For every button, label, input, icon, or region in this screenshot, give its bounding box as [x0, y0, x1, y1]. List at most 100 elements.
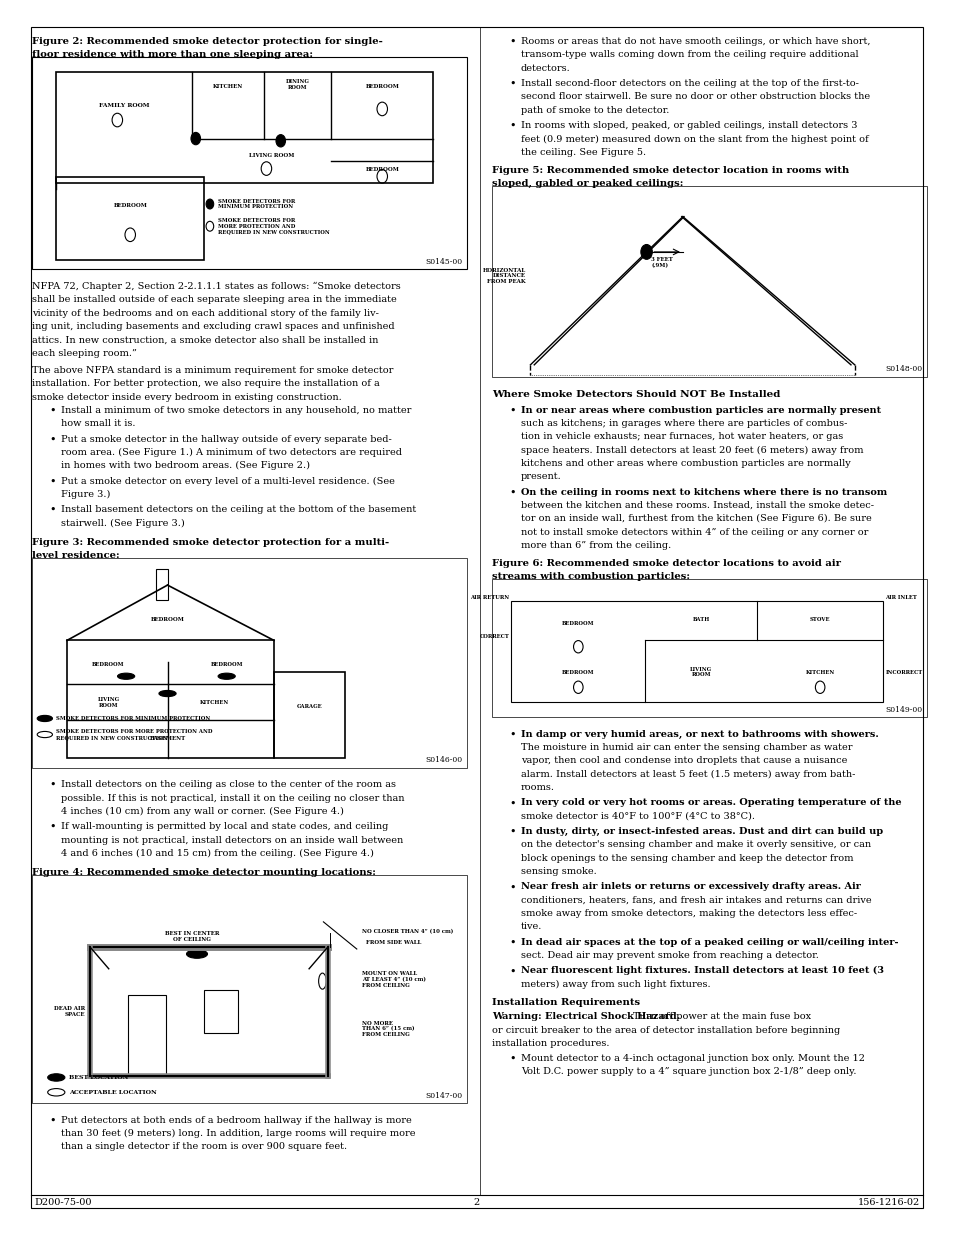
Text: •: •	[509, 405, 516, 415]
Text: FAMILY ROOM: FAMILY ROOM	[99, 103, 150, 107]
Text: the ceiling. See Figure 5.: the ceiling. See Figure 5.	[520, 148, 645, 157]
Text: S0147-00: S0147-00	[425, 1092, 462, 1099]
Bar	[32, 558, 467, 768]
Bar	[128, 994, 166, 1074]
Text: smoke detector is 40°F to 100°F (4°C to 38°C).: smoke detector is 40°F to 100°F (4°C to …	[520, 811, 754, 820]
Text: On the ceiling in rooms next to kitchens where there is no transom: On the ceiling in rooms next to kitchens…	[520, 488, 886, 496]
Text: DEAD AIR
SPACE: DEAD AIR SPACE	[53, 1007, 85, 1016]
Text: Rooms or areas that do not have smooth ceilings, or which have short,: Rooms or areas that do not have smooth c…	[520, 37, 869, 46]
Text: •: •	[509, 798, 516, 808]
Text: Install detectors on the ceiling as close to the center of the room as: Install detectors on the ceiling as clos…	[61, 781, 395, 789]
Text: level residence:: level residence:	[32, 551, 120, 561]
Bar	[156, 569, 168, 600]
Text: Install second-floor detectors on the ceiling at the top of the first-to-: Install second-floor detectors on the ce…	[520, 79, 858, 88]
Text: BEDROOM: BEDROOM	[561, 669, 594, 674]
Text: conditioners, heaters, fans, and fresh air intakes and returns can drive: conditioners, heaters, fans, and fresh a…	[520, 895, 871, 905]
Text: BEDROOM: BEDROOM	[151, 618, 184, 622]
Text: AIR INLET: AIR INLET	[884, 595, 916, 600]
Text: tive.: tive.	[520, 923, 541, 931]
Circle shape	[191, 132, 200, 144]
Text: In dusty, dirty, or insect-infested areas. Dust and dirt can build up: In dusty, dirty, or insect-infested area…	[520, 827, 882, 836]
Text: Figure 5: Recommended smoke detector location in rooms with: Figure 5: Recommended smoke detector loc…	[492, 165, 848, 175]
Text: transom-type walls coming down from the ceiling require additional: transom-type walls coming down from the …	[520, 51, 858, 59]
Text: •: •	[509, 937, 516, 947]
Text: meters) away from such light fixtures.: meters) away from such light fixtures.	[520, 979, 710, 989]
Text: BEDROOM: BEDROOM	[365, 167, 398, 172]
Text: than 30 feet (9 meters) long. In addition, large rooms will require more: than 30 feet (9 meters) long. In additio…	[61, 1129, 416, 1139]
Text: DINING
ROOM: DINING ROOM	[285, 79, 309, 90]
Text: ing unit, including basements and excluding crawl spaces and unfinished: ing unit, including basements and exclud…	[32, 322, 395, 331]
Bar	[56, 177, 204, 259]
Text: KITCHEN: KITCHEN	[200, 700, 230, 705]
Text: In very cold or very hot rooms or areas. Operating temperature of the: In very cold or very hot rooms or areas.…	[520, 798, 901, 808]
Ellipse shape	[159, 690, 176, 697]
Text: how small it is.: how small it is.	[61, 419, 135, 429]
Text: LIVING ROOM: LIVING ROOM	[248, 153, 294, 158]
Text: alarm. Install detectors at least 5 feet (1.5 meters) away from bath-: alarm. Install detectors at least 5 feet…	[520, 769, 854, 779]
Text: Where Smoke Detectors Should NOT Be Installed: Where Smoke Detectors Should NOT Be Inst…	[492, 389, 780, 399]
Text: In or near areas where combustion particles are normally present: In or near areas where combustion partic…	[520, 405, 880, 415]
Text: •: •	[50, 781, 56, 790]
Circle shape	[275, 135, 285, 147]
Text: CORRECT: CORRECT	[479, 634, 509, 640]
Text: •: •	[50, 477, 56, 487]
Text: smoke away from smoke detectors, making the detectors less effec-: smoke away from smoke detectors, making …	[520, 909, 856, 918]
Text: installation. For better protection, we also require the installation of a: installation. For better protection, we …	[32, 379, 380, 388]
Text: vicinity of the bedrooms and on each additional story of the family liv-: vicinity of the bedrooms and on each add…	[32, 309, 379, 317]
Text: sloped, gabled or peaked ceilings:: sloped, gabled or peaked ceilings:	[492, 179, 683, 188]
Text: than a single detector if the room is over 900 square feet.: than a single detector if the room is ov…	[61, 1142, 347, 1151]
Text: •: •	[509, 966, 516, 977]
Text: •: •	[509, 488, 516, 498]
Text: HORIZONTAL
DISTANCE
FROM PEAK: HORIZONTAL DISTANCE FROM PEAK	[482, 268, 525, 284]
Text: BATH: BATH	[692, 618, 709, 622]
Text: LIVING
ROOM: LIVING ROOM	[689, 667, 711, 678]
Ellipse shape	[218, 673, 235, 679]
Text: S0148-00: S0148-00	[884, 366, 922, 373]
Text: D200-75-00: D200-75-00	[34, 1198, 91, 1207]
Text: SMOKE DETECTORS FOR MORE PROTECTION AND
REQUIRED IN NEW CONSTRUCTION: SMOKE DETECTORS FOR MORE PROTECTION AND …	[56, 729, 213, 740]
Text: FROM SIDE WALL: FROM SIDE WALL	[366, 940, 421, 945]
Circle shape	[206, 199, 213, 209]
Text: GARAGE: GARAGE	[296, 704, 322, 709]
Text: tor on an inside wall, furthest from the kitchen (See Figure 6). Be sure: tor on an inside wall, furthest from the…	[520, 514, 871, 524]
Bar	[492, 579, 926, 718]
Text: •: •	[509, 1053, 516, 1063]
Text: or circuit breaker to the area of detector installation before beginning: or circuit breaker to the area of detect…	[492, 1026, 840, 1035]
Text: floor residence with more than one sleeping area:: floor residence with more than one sleep…	[32, 51, 314, 59]
Text: not to install smoke detectors within 4” of the ceiling or any corner or: not to install smoke detectors within 4”…	[520, 527, 867, 536]
Text: LIVING
ROOM: LIVING ROOM	[97, 698, 119, 708]
Text: BEDROOM: BEDROOM	[365, 84, 398, 89]
Text: shall be installed outside of each separate sleeping area in the immediate: shall be installed outside of each separ…	[32, 295, 396, 304]
Text: BEST IN CENTER
OF CEILING: BEST IN CENTER OF CEILING	[165, 931, 219, 941]
Circle shape	[640, 245, 652, 259]
Text: NO MORE
THAN 6” (15 cm)
FROM CEILING: NO MORE THAN 6” (15 cm) FROM CEILING	[361, 1020, 414, 1037]
Bar	[274, 672, 345, 758]
Text: INCORRECT: INCORRECT	[884, 669, 922, 674]
Text: feet (0.9 meter) measured down on the slant from the highest point of: feet (0.9 meter) measured down on the sl…	[520, 135, 867, 143]
Text: S0149-00: S0149-00	[884, 705, 922, 714]
Text: •: •	[50, 435, 56, 445]
Text: Mount detector to a 4-inch octagonal junction box only. Mount the 12: Mount detector to a 4-inch octagonal jun…	[520, 1053, 864, 1063]
Text: NFPA 72, Chapter 2, Section 2-2.1.1.1 states as follows: “Smoke detectors: NFPA 72, Chapter 2, Section 2-2.1.1.1 st…	[32, 282, 401, 291]
Ellipse shape	[37, 715, 52, 721]
Text: on the detector's sensing chamber and make it overly sensitive, or can: on the detector's sensing chamber and ma…	[520, 840, 870, 850]
Bar	[492, 185, 926, 377]
Text: Warning: Electrical Shock Hazard.: Warning: Electrical Shock Hazard.	[492, 1013, 683, 1021]
Text: tion in vehicle exhausts; near furnaces, hot water heaters, or gas: tion in vehicle exhausts; near furnaces,…	[520, 432, 842, 441]
Text: streams with combustion particles:: streams with combustion particles:	[492, 572, 690, 582]
Bar	[511, 601, 882, 703]
Text: between the kitchen and these rooms. Instead, install the smoke detec-: between the kitchen and these rooms. Ins…	[520, 501, 873, 510]
Text: Install basement detectors on the ceiling at the bottom of the basement: Install basement detectors on the ceilin…	[61, 505, 416, 514]
Text: •: •	[509, 827, 516, 837]
Text: NO CLOSER THAN 4” (10 cm): NO CLOSER THAN 4” (10 cm)	[361, 929, 453, 935]
Text: •: •	[509, 121, 516, 131]
Text: BEDROOM: BEDROOM	[113, 204, 147, 209]
Text: in homes with two bedroom areas. (See Figure 2.): in homes with two bedroom areas. (See Fi…	[61, 461, 310, 471]
Text: 3 FEET
(.9M): 3 FEET (.9M)	[651, 257, 673, 268]
Text: Put a smoke detector in the hallway outside of every separate bed-: Put a smoke detector in the hallway outs…	[61, 435, 392, 443]
Text: •: •	[50, 505, 56, 515]
Text: SMOKE DETECTORS FOR
MINIMUM PROTECTION: SMOKE DETECTORS FOR MINIMUM PROTECTION	[217, 199, 294, 210]
Text: SMOKE DETECTORS FOR
MORE PROTECTION AND
REQUIRED IN NEW CONSTRUCTION: SMOKE DETECTORS FOR MORE PROTECTION AND …	[217, 217, 329, 235]
Text: BEDROOM: BEDROOM	[211, 662, 243, 667]
Text: If wall-mounting is permitted by local and state codes, and ceiling: If wall-mounting is permitted by local a…	[61, 823, 388, 831]
